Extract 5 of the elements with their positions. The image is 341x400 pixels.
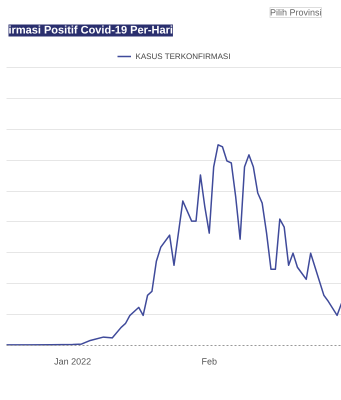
chart-title: irmasi Positif Covid-19 Per-Hari <box>8 24 173 36</box>
x-tick-label: Jan 2022 <box>54 356 92 366</box>
x-tick-label: Feb <box>202 356 218 366</box>
text: Pilih Provinsi <box>270 8 322 18</box>
legend-label: KASUS TERKONFIRMASI <box>136 52 230 60</box>
